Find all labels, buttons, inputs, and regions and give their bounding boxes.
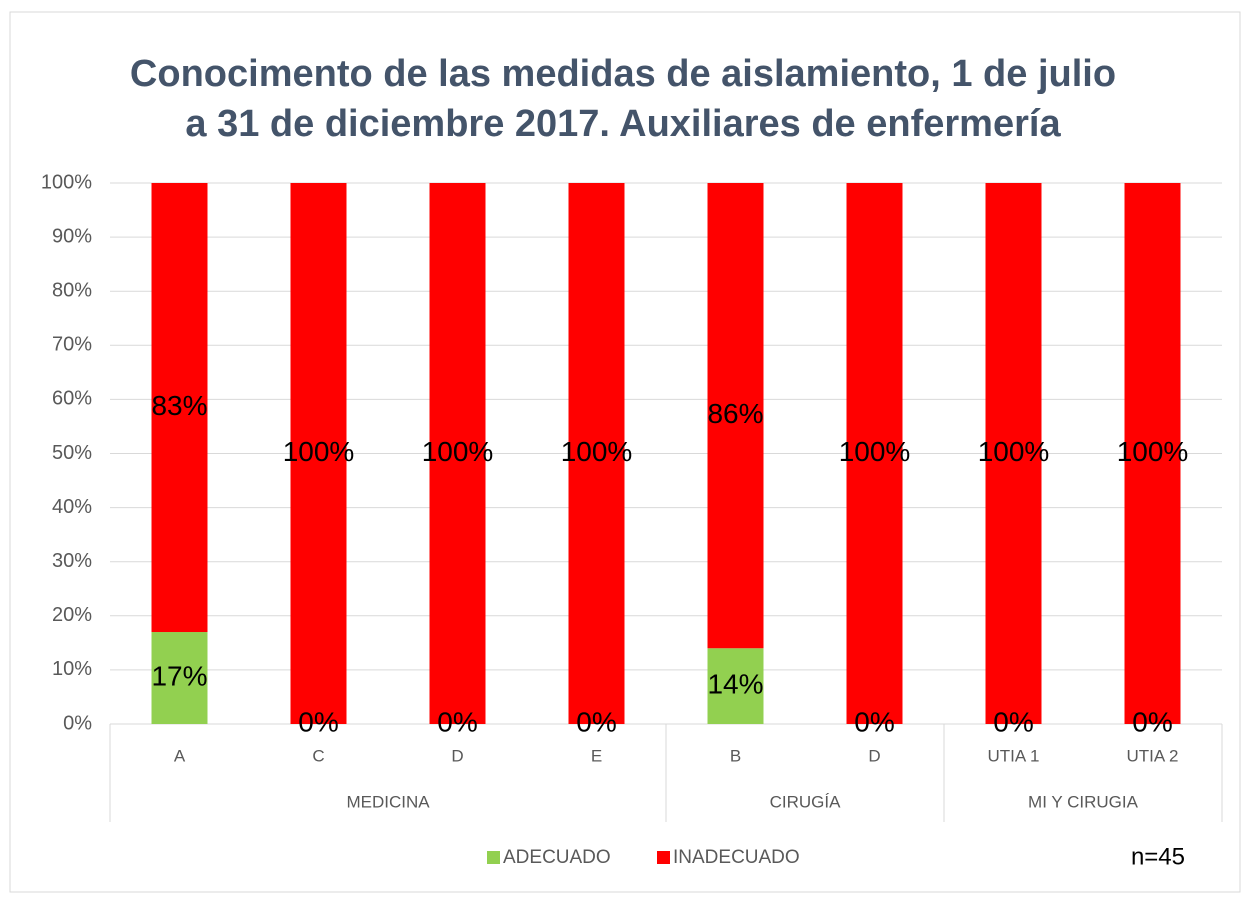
x-tick-label: D [868,746,880,765]
x-tick-label: D [451,746,463,765]
legend-label: ADECUADO [503,847,611,868]
x-tick-label: A [174,746,186,765]
data-label: 100% [1117,436,1189,467]
data-label: 100% [978,436,1050,467]
y-tick-label: 90% [52,225,92,247]
bar-segment [1124,183,1181,724]
bar-segment [151,632,208,724]
bar-segment [707,648,764,724]
bar-segment [568,183,625,724]
y-tick-label: 80% [52,279,92,301]
group-label: MI Y CIRUGIA [1028,792,1139,811]
x-tick-label: UTIA 1 [988,746,1040,765]
x-tick-label: UTIA 2 [1127,746,1179,765]
y-tick-label: 20% [52,604,92,626]
bar-segment [429,183,486,724]
data-label: 86% [707,398,763,429]
y-tick-label: 70% [52,334,92,356]
y-tick-label: 10% [52,658,92,680]
annotation: n=45 [1131,843,1185,870]
data-label: 0% [1132,706,1172,737]
bar-segment [707,183,764,649]
data-label: 14% [707,669,763,700]
group-label: MEDICINA [346,792,430,811]
data-label: 83% [151,390,207,421]
y-tick-label: 40% [52,496,92,518]
data-label: 0% [298,706,338,737]
legend-swatch [487,851,500,864]
legend-label: INADECUADO [673,847,800,868]
data-label: 0% [993,706,1033,737]
x-tick-label: E [591,746,602,765]
bar-segment [151,183,208,633]
chart-title: Conocimento de las medidas de aislamient… [130,53,1116,95]
data-label: 100% [839,436,911,467]
x-tick-label: C [312,746,324,765]
chart-title: a 31 de diciembre 2017. Auxiliares de en… [185,103,1061,145]
bar-segment [846,183,903,724]
y-tick-label: 100% [41,171,92,193]
y-tick-label: 0% [63,712,92,734]
y-tick-label: 60% [52,388,92,410]
data-label: 100% [422,436,494,467]
data-label: 0% [854,706,894,737]
data-label: 0% [576,706,616,737]
y-tick-label: 30% [52,550,92,572]
bar-segment [985,183,1042,724]
bar-segment [290,183,347,724]
data-label: 0% [437,706,477,737]
data-label: 100% [283,436,355,467]
x-tick-label: B [730,746,741,765]
legend-swatch [657,851,670,864]
data-label: 17% [151,660,207,691]
y-tick-label: 50% [52,442,92,464]
group-label: CIRUGÍA [770,792,842,811]
data-label: 100% [561,436,633,467]
